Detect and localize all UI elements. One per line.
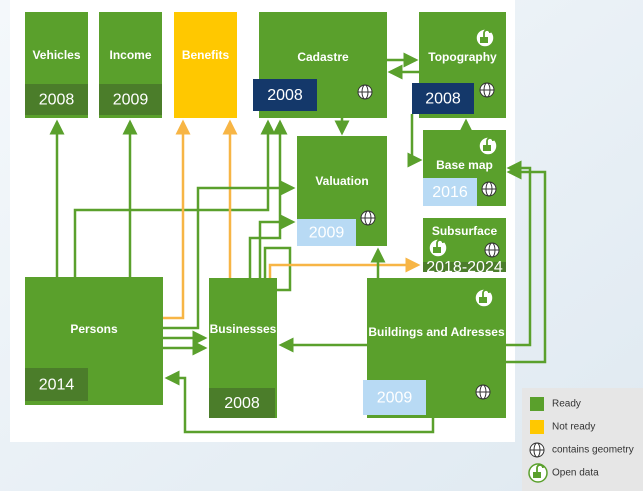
lock-shackle	[436, 239, 444, 247]
year-box	[25, 368, 88, 401]
lock-body	[483, 145, 491, 151]
globe-icon	[357, 84, 373, 100]
node-label: Income	[109, 48, 151, 62]
node-year: 2014	[39, 377, 75, 394]
legend-label: contains geometry	[552, 445, 634, 456]
node-label: Cadastre	[297, 50, 349, 64]
open-data-icon	[428, 238, 448, 258]
globe-icon	[360, 210, 376, 226]
year-box	[412, 83, 474, 114]
node-year: 2008	[425, 91, 461, 108]
node-year: 2008	[267, 87, 303, 104]
globe-icon	[484, 242, 500, 258]
node-year: 2008	[39, 92, 75, 109]
globe-icon	[475, 384, 491, 400]
lock-body	[479, 297, 487, 303]
year-box	[297, 219, 356, 246]
node-label: Topography	[428, 50, 497, 64]
node-label: Subsurface	[432, 224, 498, 238]
year-box	[363, 380, 426, 415]
legend-label: Ready	[552, 399, 581, 410]
year-box	[99, 84, 162, 115]
lock-shackle	[482, 289, 490, 297]
node-year: 2009	[309, 225, 345, 242]
lock-body	[433, 247, 441, 253]
globe-icon	[481, 181, 497, 197]
open-data-icon	[475, 28, 495, 48]
node-label: Vehicles	[32, 48, 80, 62]
legend-swatch	[530, 397, 544, 411]
year-box	[25, 84, 88, 115]
globe-icon	[479, 82, 495, 98]
lock-shackle	[536, 464, 544, 472]
node-label: Valuation	[315, 174, 368, 188]
arrows	[49, 52, 547, 434]
legend-label: Open data	[552, 468, 599, 479]
open-data-icon	[528, 463, 548, 483]
node-year: 2009	[377, 390, 413, 407]
year-box	[423, 178, 477, 206]
lock-shackle	[486, 137, 494, 145]
lock-shackle	[483, 29, 491, 37]
node-label: Businesses	[210, 322, 277, 336]
node-label: Buildings and Adresses	[368, 325, 505, 339]
node-year: 2018-2024	[426, 259, 503, 276]
node-year: 2016	[432, 184, 468, 201]
node-label: Persons	[70, 322, 118, 336]
node-box	[174, 12, 237, 118]
open-data-icon	[474, 288, 494, 308]
year-box	[253, 79, 317, 111]
year-box	[423, 262, 506, 272]
node-label: Base map	[436, 158, 493, 172]
globe-icon	[529, 442, 545, 458]
year-box	[209, 388, 275, 418]
legend-swatch	[530, 420, 544, 434]
legend-label: Not ready	[552, 422, 595, 433]
open-data-icon	[478, 136, 498, 156]
lock-body	[533, 472, 541, 478]
node-year: 2009	[113, 92, 149, 109]
node-label: Benefits	[182, 48, 230, 62]
node-year: 2008	[224, 395, 260, 412]
lock-body	[480, 37, 488, 43]
